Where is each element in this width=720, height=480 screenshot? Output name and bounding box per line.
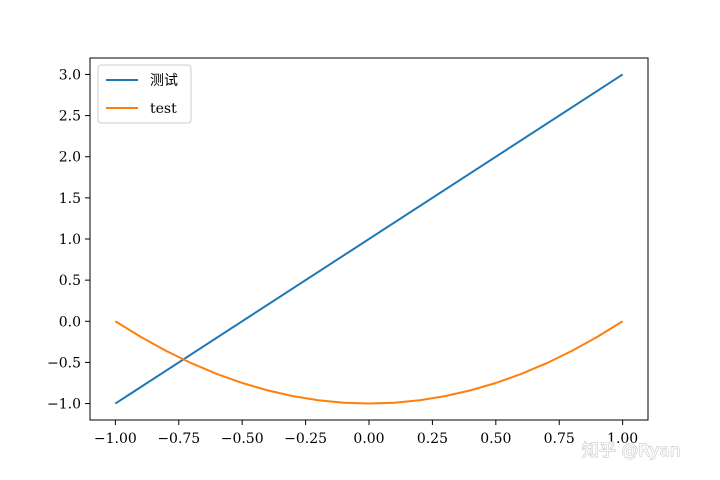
x-tick-label: −0.50 — [221, 431, 264, 447]
y-tick-label: −1.0 — [47, 397, 81, 413]
x-tick-label: 0.25 — [417, 431, 448, 447]
y-tick-label: 3.0 — [59, 67, 81, 83]
y-tick-label: 0.0 — [59, 314, 81, 330]
series-layer — [114, 73, 624, 405]
x-tick-label: 0.50 — [480, 431, 511, 447]
watermark-text: 知乎 @Ryan — [582, 441, 681, 461]
x-tick-label: −1.00 — [94, 431, 137, 447]
legend-label-series-2: test — [150, 101, 177, 117]
x-tick-label: 0.75 — [544, 431, 575, 447]
y-tick-label: 1.0 — [59, 232, 81, 248]
y-tick-label: 0.5 — [59, 273, 81, 289]
x-tick-label: 0.00 — [353, 431, 384, 447]
y-tick-label: 2.5 — [59, 109, 81, 125]
y-tick-label: −0.5 — [47, 355, 81, 371]
legend: 测试 test — [97, 64, 192, 124]
x-tick-label: −0.25 — [284, 431, 327, 447]
x-axis: −1.00 −0.75 −0.50 −0.25 0.00 0.25 0.50 0.75 1.00 — [94, 420, 638, 447]
series-line-1 — [114, 73, 624, 405]
y-axis: −1.0 −0.5 0.0 0.5 1.0 1.5 2.0 2.5 3.0 — [47, 67, 90, 413]
series-line-2 — [114, 320, 624, 405]
x-tick-label: 1.00 — [607, 431, 638, 447]
y-tick-label: 1.5 — [59, 191, 81, 207]
x-tick-label: −0.75 — [157, 431, 200, 447]
y-tick-label: 2.0 — [59, 150, 81, 166]
legend-label-series-1: 测试 — [150, 73, 178, 89]
